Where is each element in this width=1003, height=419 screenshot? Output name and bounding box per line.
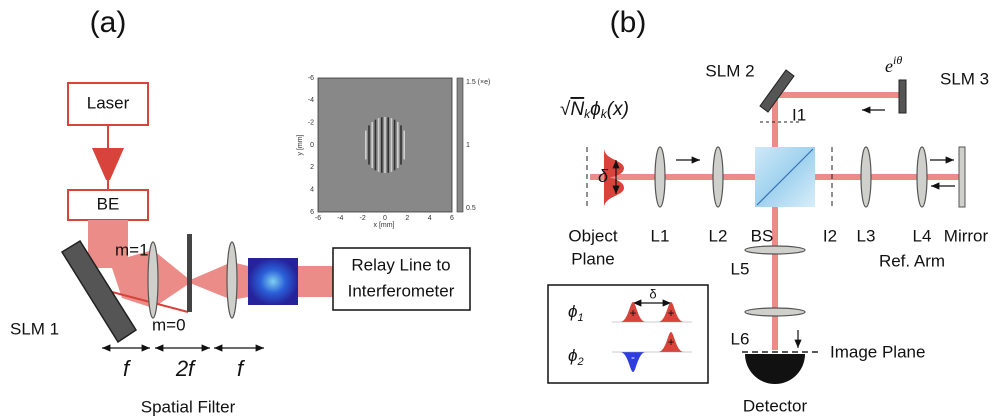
lens-label: L6 [731,329,750,348]
panel-label: (b) [610,6,647,39]
focal-label: 2f [175,356,197,381]
ref-arm-label: Ref. Arm [879,251,945,270]
filtered-beam-image [248,258,298,305]
mode-lobe [658,302,684,322]
colorbar-tick: 0.5 [466,205,476,212]
object-plane-label: Plane [571,249,614,268]
bs-surface [756,148,814,206]
mode-lobe [620,352,646,372]
focal-label: f [123,356,132,381]
inset-y-tick: 6 [310,209,314,216]
relay-label: Interferometer [348,281,455,300]
phase-label: eiθ [885,53,902,76]
inset-y-tick: -6 [308,75,314,82]
inset-y-tick: -2 [308,120,314,127]
lens-label: L5 [731,259,750,278]
slm-label: SLM 1 [10,319,59,338]
inset-x-tick: 0 [383,215,387,222]
sign: - [631,350,635,364]
lens [147,241,159,319]
relay-box [332,247,471,311]
inset-x-tick: 4 [428,215,432,222]
inset-x-tick: -6 [315,215,321,222]
colorbar [456,77,464,213]
sign: + [629,306,636,320]
slm-2 [759,69,795,113]
laser-box [67,82,149,126]
lens [860,146,872,208]
inset-x-tick: 6 [450,215,454,222]
lens [654,146,666,208]
mode-lobe [658,332,684,352]
image-plane-label: Image Plane [830,342,925,361]
slm-beam [775,92,900,98]
object-plane-label: Object [568,226,617,245]
laser-label: Laser [87,93,130,112]
sign: + [667,335,674,349]
lens-label: L4 [913,226,932,245]
colorbar-tick: 1 [466,142,470,149]
legend-symbol: ϕ1 [568,302,584,323]
legend-delta: δ [649,286,656,301]
mode-lobe [620,302,646,322]
legend-symbol: ϕ2 [568,346,584,367]
legend-box [547,284,709,384]
mode-label: √Nkϕk(x) [560,99,629,121]
inset-y-tick: 2 [310,164,314,171]
slm-3 [898,79,907,114]
lens [226,241,238,319]
detector-label: Detector [743,396,808,415]
inset-y-tick: 0 [310,142,314,149]
slm-1 [60,239,138,344]
inset-x-tick: 2 [405,215,409,222]
bs-label: BS [751,226,774,245]
detector [745,354,805,384]
inset-y-tick: 4 [310,187,314,194]
beam-taper [92,148,124,180]
mirror [958,146,966,208]
inset-y-tick: -4 [308,97,314,104]
order-label: m=1 [115,240,149,259]
inset-x-label: x [mm] [374,222,395,229]
panel-label: (a) [90,6,127,39]
fringes [364,117,406,173]
order-label: m=0 [152,315,186,334]
lens-label: L1 [651,226,670,245]
lens [744,245,806,255]
spatial-filter-mask [187,234,192,312]
mirror-label: Mirror [944,226,989,245]
spatial-filter-label: Spatial Filter [141,397,236,416]
beam-out [298,266,333,297]
inset-x-tick: -2 [360,215,366,222]
relay-label: Relay Line to [351,255,450,274]
focal-label: f [237,356,246,381]
be-box [67,189,149,221]
lens [712,146,724,208]
lens-label: L2 [709,226,728,245]
sign: + [667,306,674,320]
slm-label: SLM 3 [940,69,989,88]
iris-label: I1 [792,105,806,124]
inset-y-label: y [mm] [297,134,304,155]
inset-x-tick: -4 [337,215,343,222]
lens [744,307,806,317]
colorbar-tick: 1.5 (×e) [466,79,490,86]
delta-label: δ [598,166,609,186]
be-label: BE [97,194,120,213]
vertical-beam [772,92,778,350]
slm-label: SLM 2 [705,61,754,80]
lens-label: L3 [857,226,876,245]
iris-label: I2 [823,226,837,245]
lens [916,146,928,208]
first-order-beam [110,250,248,308]
